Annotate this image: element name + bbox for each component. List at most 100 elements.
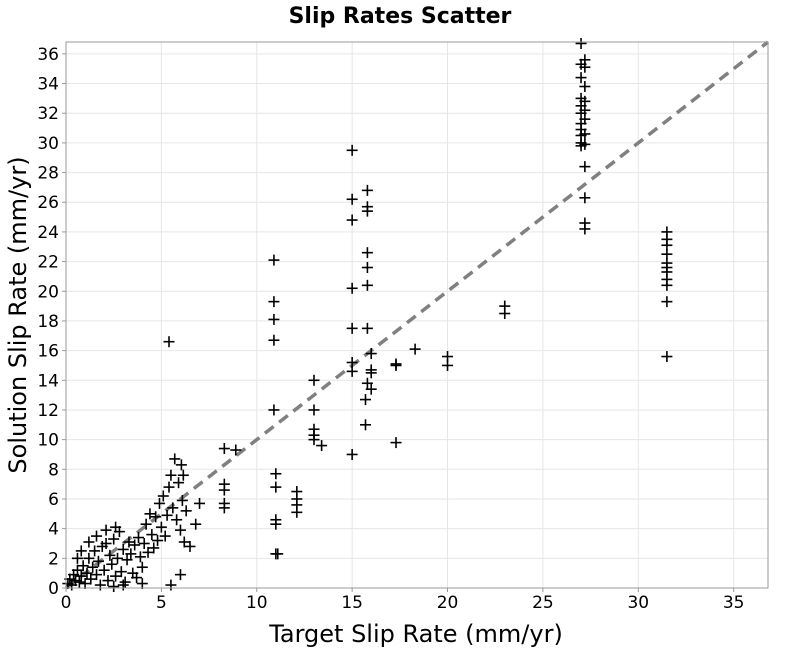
data-point [98, 564, 110, 576]
data-point [146, 529, 158, 541]
y-tick-label: 6 [48, 490, 59, 510]
data-point [174, 524, 186, 536]
data-point [270, 518, 282, 530]
data-point [359, 419, 371, 431]
data-point [365, 367, 377, 379]
reference-line [64, 40, 770, 590]
data-point [346, 365, 358, 377]
y-tick-label: 4 [48, 520, 59, 540]
x-tick-label: 15 [341, 593, 363, 613]
data-point [134, 551, 146, 563]
x-axis-ticks: 0 5 10 15 20 25 30 35 [61, 588, 745, 613]
data-point [91, 530, 103, 542]
data-point [83, 536, 95, 548]
data-point [176, 494, 188, 506]
data-point [268, 404, 280, 416]
data-point [119, 576, 131, 588]
data-point [390, 437, 402, 449]
data-point [230, 444, 242, 456]
data-point [409, 343, 421, 355]
data-point [150, 511, 162, 523]
data-point [575, 37, 587, 49]
data-point [100, 524, 112, 536]
data-point [165, 469, 177, 481]
data-point [268, 296, 280, 308]
data-point [316, 440, 328, 452]
y-tick-label: 24 [37, 223, 59, 243]
data-point [270, 468, 282, 480]
y-tick-label: 10 [37, 431, 59, 451]
data-point [308, 434, 320, 446]
y-axis-label: Solution Slip Rate (mm/yr) [4, 156, 32, 473]
data-point [579, 161, 591, 173]
y-tick-label: 28 [37, 164, 59, 184]
data-point [159, 530, 171, 542]
data-point [346, 144, 358, 156]
data-point [155, 521, 167, 533]
data-point [110, 570, 122, 582]
data-point [268, 254, 280, 266]
x-tick-label: 20 [437, 593, 459, 613]
data-point [144, 508, 156, 520]
y-tick-label: 20 [37, 282, 59, 302]
x-tick-label: 10 [246, 593, 268, 613]
data-point [346, 448, 358, 460]
data-point [100, 537, 112, 549]
data-point [579, 192, 591, 204]
data-point [112, 552, 124, 564]
data-point [102, 575, 114, 587]
data-point [178, 536, 190, 548]
plot-frame [65, 41, 769, 589]
data-point [661, 351, 673, 363]
data-point [138, 537, 150, 549]
data-point [346, 214, 358, 226]
data-point [75, 570, 87, 582]
data-point [163, 481, 175, 493]
data-point [117, 543, 129, 555]
data-point [177, 469, 189, 481]
data-point [136, 561, 148, 573]
data-point [157, 490, 169, 502]
data-point [89, 545, 101, 557]
data-point [73, 576, 85, 588]
data-point [152, 535, 164, 547]
data-point [361, 184, 373, 196]
y-tick-label: 8 [48, 460, 59, 480]
data-point [579, 128, 591, 140]
data-point [175, 459, 187, 471]
data-point [85, 573, 97, 585]
data-point [163, 336, 175, 348]
data-point [194, 497, 206, 509]
data-point [308, 404, 320, 416]
y-tick-label: 14 [37, 371, 59, 391]
data-point [184, 540, 196, 552]
data-points [62, 37, 673, 593]
data-point [361, 322, 373, 334]
x-axis-label: Target Slip Rate (mm/yr) [268, 620, 563, 648]
data-point [308, 374, 320, 386]
data-point [123, 536, 135, 548]
data-point [361, 262, 373, 274]
data-point [218, 443, 230, 455]
data-point [499, 308, 511, 320]
y-tick-label: 16 [37, 342, 59, 362]
data-point [104, 549, 116, 561]
data-point [442, 359, 454, 371]
data-point [142, 546, 154, 558]
data-point [361, 279, 373, 291]
y-tick-label: 36 [37, 45, 59, 65]
data-point [579, 223, 591, 235]
data-point [270, 481, 282, 493]
x-tick-label: 25 [532, 593, 554, 613]
data-point [108, 533, 120, 545]
y-tick-label: 2 [48, 549, 59, 569]
data-point [173, 477, 185, 489]
y-tick-label: 12 [37, 401, 59, 421]
data-point [79, 578, 91, 590]
data-point [661, 279, 673, 291]
data-point [106, 558, 118, 570]
x-tick-label: 35 [723, 593, 745, 613]
data-point [71, 564, 83, 576]
y-tick-label: 26 [37, 193, 59, 213]
y-tick-label: 34 [37, 75, 59, 95]
